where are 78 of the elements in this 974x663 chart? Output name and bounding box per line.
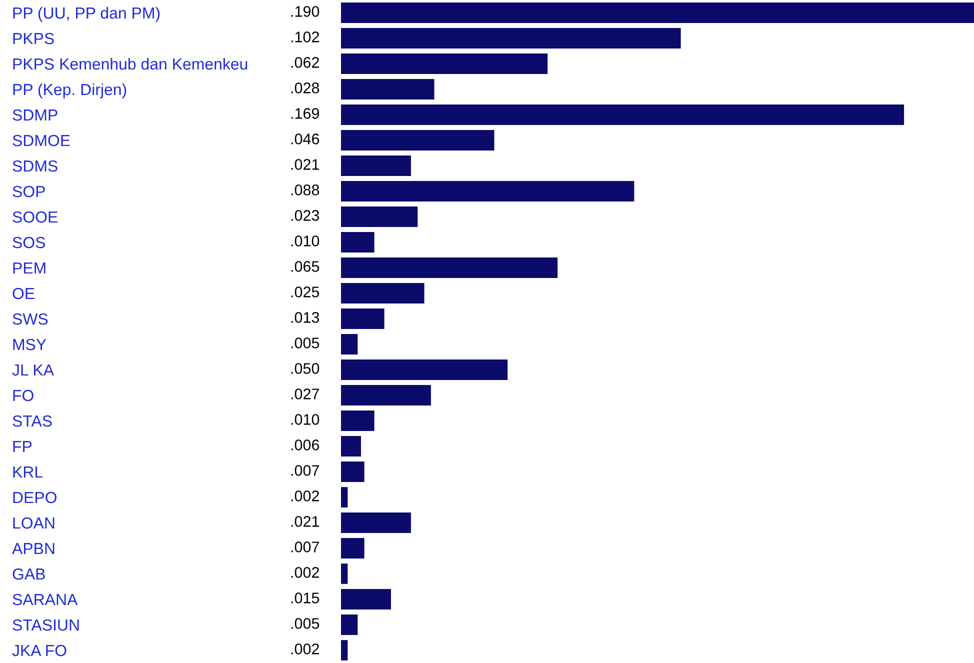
bar	[341, 54, 548, 74]
bar	[341, 206, 418, 227]
data-label: .021	[291, 159, 319, 170]
bar	[341, 512, 411, 533]
data-label: .006	[291, 440, 320, 450]
y-tick-label: SARANA	[12, 594, 78, 606]
data-label: .025	[291, 286, 320, 298]
data-label: .010	[291, 414, 320, 425]
data-label: .027	[291, 388, 319, 400]
y-tick-label: LOAN	[13, 517, 54, 529]
bar	[341, 564, 348, 584]
data-label: .015	[291, 592, 320, 604]
bar	[341, 79, 434, 100]
data-label: .102	[291, 32, 319, 42]
bar	[341, 614, 358, 635]
bar	[341, 156, 411, 176]
y-tick-label: SOOE	[12, 211, 58, 223]
data-label: .023	[291, 210, 320, 221]
y-tick-label: PEM	[13, 262, 46, 274]
y-tick-label: SWS	[12, 313, 48, 325]
data-label: .013	[291, 312, 320, 323]
y-tick-label: SDMP	[12, 109, 58, 121]
data-label: .021	[291, 516, 319, 527]
y-tick-label: PKPS Kemenhub dan Kemenkeu	[13, 58, 248, 70]
bar	[341, 130, 494, 150]
bar	[341, 640, 348, 660]
data-label: .007	[291, 465, 319, 476]
data-label: .190	[291, 6, 320, 17]
data-label: .050	[291, 363, 320, 374]
y-tick-label: SDMS	[12, 160, 58, 172]
bar	[341, 2, 974, 23]
data-label: .062	[291, 57, 319, 68]
y-tick-label: MSY	[13, 338, 46, 350]
data-label: .010	[291, 236, 320, 246]
data-label: .002	[291, 490, 319, 502]
bar	[341, 232, 374, 252]
y-tick-label: DEPO	[13, 492, 56, 504]
y-tick-label: APBN	[12, 543, 54, 554]
y-tick-label: OE	[12, 288, 34, 300]
data-label: .065	[291, 261, 320, 272]
y-tick-label: GAB	[12, 568, 45, 580]
data-label: .002	[291, 567, 319, 578]
data-label: .028	[291, 82, 320, 94]
bar	[341, 410, 374, 431]
bar	[341, 385, 431, 406]
y-tick-label: KRL	[13, 466, 43, 478]
bar	[341, 487, 348, 508]
bar	[341, 308, 384, 329]
y-tick-label: SOS	[12, 236, 45, 248]
data-label: .088	[291, 184, 320, 196]
y-tick-label: STASIUN	[12, 619, 79, 631]
bar	[341, 360, 508, 380]
data-label: .005	[291, 618, 320, 629]
bar	[341, 181, 634, 202]
y-tick-label: PP (UU, PP dan PM)	[13, 6, 160, 22]
data-label: .169	[291, 108, 320, 119]
data-label: .002	[291, 644, 319, 654]
bar	[341, 283, 424, 304]
bar	[341, 436, 361, 456]
y-tick-label: FO	[13, 390, 34, 402]
y-tick-label: JKA FO	[12, 644, 66, 656]
bar	[341, 589, 391, 610]
y-tick-label: JL KA	[12, 364, 54, 376]
bar	[341, 334, 358, 354]
y-tick-label: PP (Kep. Dirjen)	[13, 83, 126, 98]
y-tick-label: STAS	[12, 415, 52, 427]
y-tick-label: PKPS	[13, 32, 54, 44]
bar	[341, 258, 558, 278]
data-label: .007	[291, 542, 319, 552]
bar	[341, 538, 364, 558]
y-tick-label: SOP	[12, 186, 45, 198]
y-tick-label: FP	[13, 441, 32, 452]
bar	[341, 28, 681, 48]
y-tick-label: SDMOE	[12, 134, 70, 146]
bar	[341, 104, 904, 125]
data-label: .005	[291, 338, 320, 348]
data-label: .046	[291, 134, 320, 144]
bar	[341, 462, 364, 482]
